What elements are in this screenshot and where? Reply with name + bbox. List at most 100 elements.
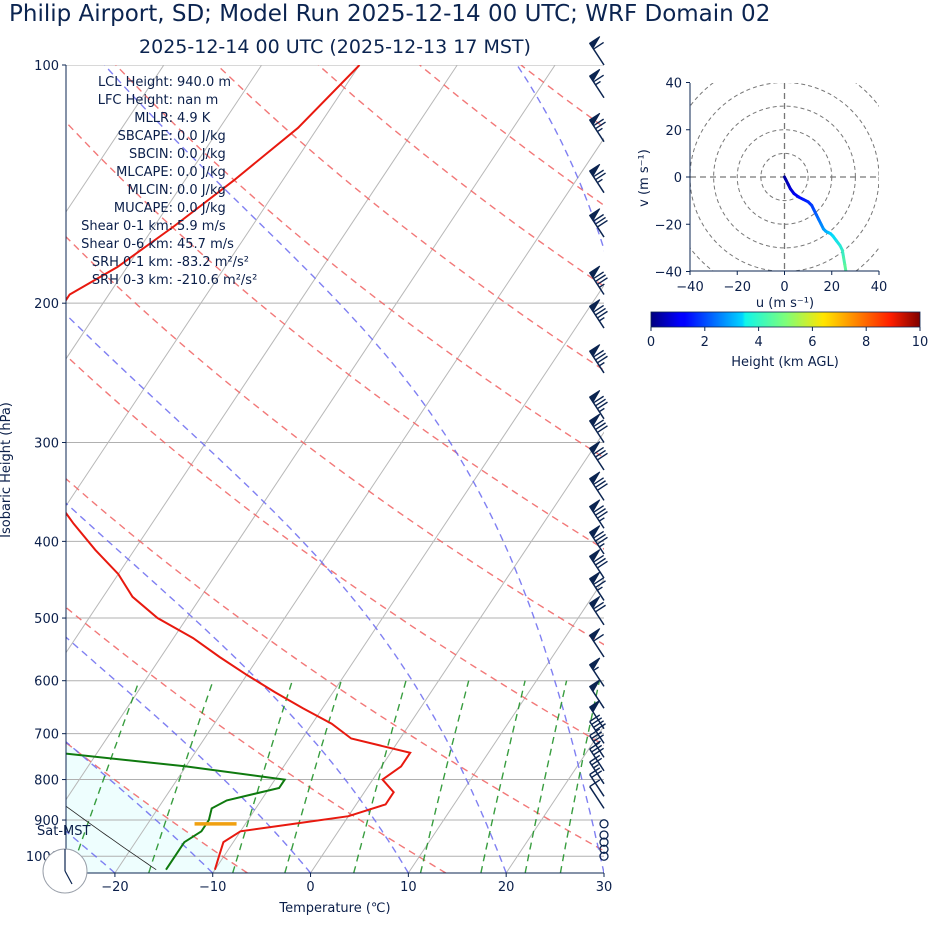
wind-barb [589,389,608,420]
mixing-ratio-line [559,680,601,873]
barb-flag [593,169,605,178]
isotherm [505,725,604,873]
barb-flag [591,744,603,753]
barb-pennant [589,389,601,403]
barb-flag [593,118,605,127]
colorbar-ticks: 0 2 4 6 8 10 [647,327,928,350]
barb-flag [597,355,608,364]
barb-flag [597,452,608,461]
index-label: MLCAPE: [116,165,173,180]
shaded-region [66,65,248,873]
barb-pennant [589,471,601,485]
barb-flag [593,213,605,222]
dewpoint-profile [66,752,287,871]
dry-adiabat [66,235,604,646]
barb-half-flag [598,542,605,548]
barb-half-flag [598,407,605,413]
barb-flag [595,508,606,516]
barb-flag [589,754,601,763]
barb-flag [595,422,606,431]
barb-flag [597,560,608,569]
index-label: Shear 0-1 km: [81,219,173,234]
moist-adiabat [66,313,507,873]
isotherm [66,65,263,360]
wind-barb [589,595,606,626]
wind-barb [599,844,609,854]
barb-flag [593,720,605,728]
index-label: SBCIN: [129,147,173,162]
moist-adiabat [516,65,604,252]
temperature-profile [66,65,412,870]
barb-half-flag [598,361,605,367]
isotherm [702,65,928,873]
x-tick-label: −20 [101,880,128,895]
barb-half-flag [598,283,605,288]
barb-half-flag [598,317,605,322]
hodo-x-tick-label: 20 [823,280,840,295]
hodo-x-tick-label: −40 [676,280,703,295]
x-tick-label: 20 [498,880,515,895]
moist-adiabat [103,65,604,873]
wind-barb [589,525,608,555]
barb-flag [591,731,603,740]
wind-barb [589,714,606,744]
barb-staff [589,786,605,809]
x-tick-label: 10 [400,880,417,895]
barb-flag [593,747,605,756]
barb-flag [597,219,608,228]
index-value: 5.9 m/s [177,219,226,234]
index-label: MLCIN: [128,183,173,198]
y-tick-label: 800 [34,774,59,789]
hodo-y-tick-label: 0 [674,171,682,186]
x-tick-label: 30 [596,880,613,895]
calm-circle [599,844,609,854]
barb-flag [593,304,605,313]
isotherm [212,284,604,873]
wind-barb [589,741,605,772]
barb-flag [595,121,606,130]
barb-flag [593,477,605,485]
isotherm [66,65,458,654]
moist-adiabat [66,502,409,873]
wind-barb [589,754,605,785]
barb-pennant [589,68,601,82]
mixing-ratio-line [615,681,650,873]
wind-barb [589,767,605,797]
barb-pennant [589,628,601,642]
mixing-ratio-line [480,680,526,873]
isotherm [66,65,165,213]
hodo-x-label: u (m s⁻¹) [756,296,814,311]
wind-barb [589,265,608,295]
barb-flag [593,349,605,358]
barb-flag [595,480,606,488]
barb-pennant [589,571,601,585]
barb-pennant [589,699,601,713]
wind-barb [589,344,608,374]
barb-staff [589,721,605,744]
y-tick-label: 700 [34,728,59,743]
barb-half-flag [593,763,599,769]
barb-flag [593,734,605,743]
index-value: -83.2 m²/s² [177,255,249,270]
skewt-background [66,65,928,873]
barb-flag [589,714,601,723]
index-value: 0.0 J/kg [177,147,226,162]
barb-pennant [589,441,601,455]
hodo-y-label: v (m s⁻¹) [637,149,652,207]
wind-barb [589,112,606,143]
skewt-plot: −20 −10 0 10 20 30100200300400500600700800900… [0,36,928,916]
station-dial-hand2 [64,870,73,885]
colorbar-tick-label: 0 [647,335,655,350]
isotherm [66,65,556,801]
index-label: SRH 0-1 km: [92,255,173,270]
barb-flag [595,398,606,407]
barb-pennant [589,549,601,563]
y-axis-label: Isobaric Height (hPa) [0,402,14,538]
index-label: LCL Height: [98,75,173,90]
barb-half-flag [598,517,605,522]
index-label: MLLR: [134,111,173,126]
barb-half-flag [597,586,603,591]
hodo-segment [843,262,848,271]
colorbar: 0 2 4 6 8 10 Height (km AGL) [647,311,928,370]
